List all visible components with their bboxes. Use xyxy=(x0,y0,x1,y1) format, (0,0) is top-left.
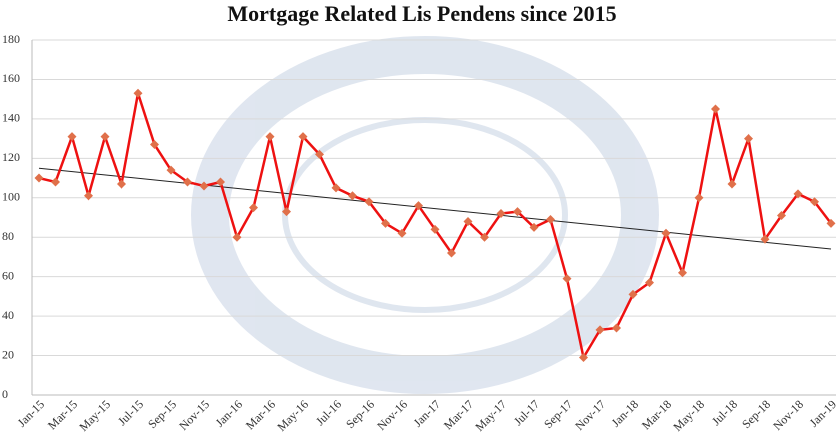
x-tick-label: Jan-17 xyxy=(411,397,444,430)
x-tick-label: Nov-18 xyxy=(770,397,806,433)
y-tick-label: 0 xyxy=(2,387,8,401)
data-point xyxy=(150,140,159,150)
x-tick-label: Jul-15 xyxy=(115,397,146,428)
x-tick-label: Sep-15 xyxy=(145,397,179,431)
data-point xyxy=(760,234,770,244)
x-tick-label: Mar-15 xyxy=(45,397,80,432)
x-tick-label: Sep-18 xyxy=(739,397,773,431)
data-point xyxy=(793,189,803,199)
data-point xyxy=(562,274,572,284)
y-tick-label: 160 xyxy=(2,71,20,85)
y-tick-label: 100 xyxy=(2,190,20,204)
x-tick-label: May-15 xyxy=(76,397,113,434)
chart-title: Mortgage Related Lis Pendens since 2015 xyxy=(227,1,616,26)
data-point xyxy=(34,173,44,183)
x-tick-label: May-16 xyxy=(274,397,311,434)
x-tick-label: Nov-17 xyxy=(572,397,608,433)
data-point xyxy=(51,177,60,187)
data-point xyxy=(447,248,456,258)
data-point xyxy=(678,268,687,278)
data-point xyxy=(381,218,390,228)
x-tick-label: Jul-17 xyxy=(511,397,542,428)
y-tick-label: 60 xyxy=(2,268,14,282)
data-point xyxy=(232,232,242,242)
data-point xyxy=(282,207,291,217)
x-tick-label: Sep-16 xyxy=(343,397,377,431)
data-point xyxy=(84,191,93,201)
y-tick-label: 20 xyxy=(2,347,14,361)
data-point xyxy=(727,179,737,189)
x-tick-label: Jan-19 xyxy=(807,397,840,430)
data-point xyxy=(348,191,357,201)
x-tick-label: May-18 xyxy=(670,397,707,434)
data-point xyxy=(199,181,209,191)
data-point xyxy=(249,203,258,213)
x-tick-label: Sep-17 xyxy=(541,397,575,431)
data-point xyxy=(612,323,621,333)
data-point xyxy=(480,232,489,242)
x-tick-label: Nov-16 xyxy=(374,397,410,433)
data-point xyxy=(67,132,77,142)
x-tick-label: Jul-16 xyxy=(313,397,344,428)
y-tick-label: 120 xyxy=(2,150,20,164)
data-point xyxy=(166,165,176,175)
y-tick-label: 180 xyxy=(2,32,20,46)
data-point xyxy=(100,132,110,142)
data-point xyxy=(661,228,671,238)
data-point xyxy=(315,149,324,159)
x-tick-label: Jan-15 xyxy=(15,397,48,430)
x-tick-label: Mar-16 xyxy=(243,397,278,432)
data-point xyxy=(579,353,588,363)
data-point xyxy=(513,207,522,217)
x-tick-label: Jul-18 xyxy=(709,397,740,428)
data-point xyxy=(183,177,192,187)
data-point xyxy=(117,179,126,189)
data-point xyxy=(777,211,786,221)
data-point xyxy=(595,325,605,335)
data-point xyxy=(529,222,539,232)
data-point xyxy=(546,214,555,224)
x-tick-label: May-17 xyxy=(472,397,509,434)
data-point xyxy=(645,278,654,288)
data-point xyxy=(694,193,704,203)
data-point xyxy=(331,183,341,193)
data-point xyxy=(810,197,819,207)
y-tick-label: 140 xyxy=(2,111,20,125)
trend-line xyxy=(38,167,832,250)
data-point xyxy=(133,88,143,98)
data-point xyxy=(265,132,275,142)
data-point xyxy=(430,224,440,234)
y-tick-label: 40 xyxy=(2,308,14,322)
data-point xyxy=(414,201,423,211)
data-point xyxy=(463,216,473,226)
data-point xyxy=(744,134,753,144)
data-point xyxy=(496,209,506,219)
x-tick-label: Mar-17 xyxy=(441,397,476,432)
x-tick-label: Mar-18 xyxy=(639,397,674,432)
y-tick-label: 80 xyxy=(2,229,14,243)
data-point xyxy=(628,289,638,299)
x-tick-label: Nov-15 xyxy=(176,397,212,433)
x-tick-label: Jan-18 xyxy=(609,397,642,430)
data-point xyxy=(298,132,308,142)
data-point xyxy=(711,104,720,114)
data-point xyxy=(397,228,407,238)
watermark xyxy=(191,36,659,394)
data-point xyxy=(826,218,836,228)
data-point xyxy=(216,177,225,187)
data-point xyxy=(364,197,374,207)
x-tick-label: Jan-16 xyxy=(213,397,246,430)
